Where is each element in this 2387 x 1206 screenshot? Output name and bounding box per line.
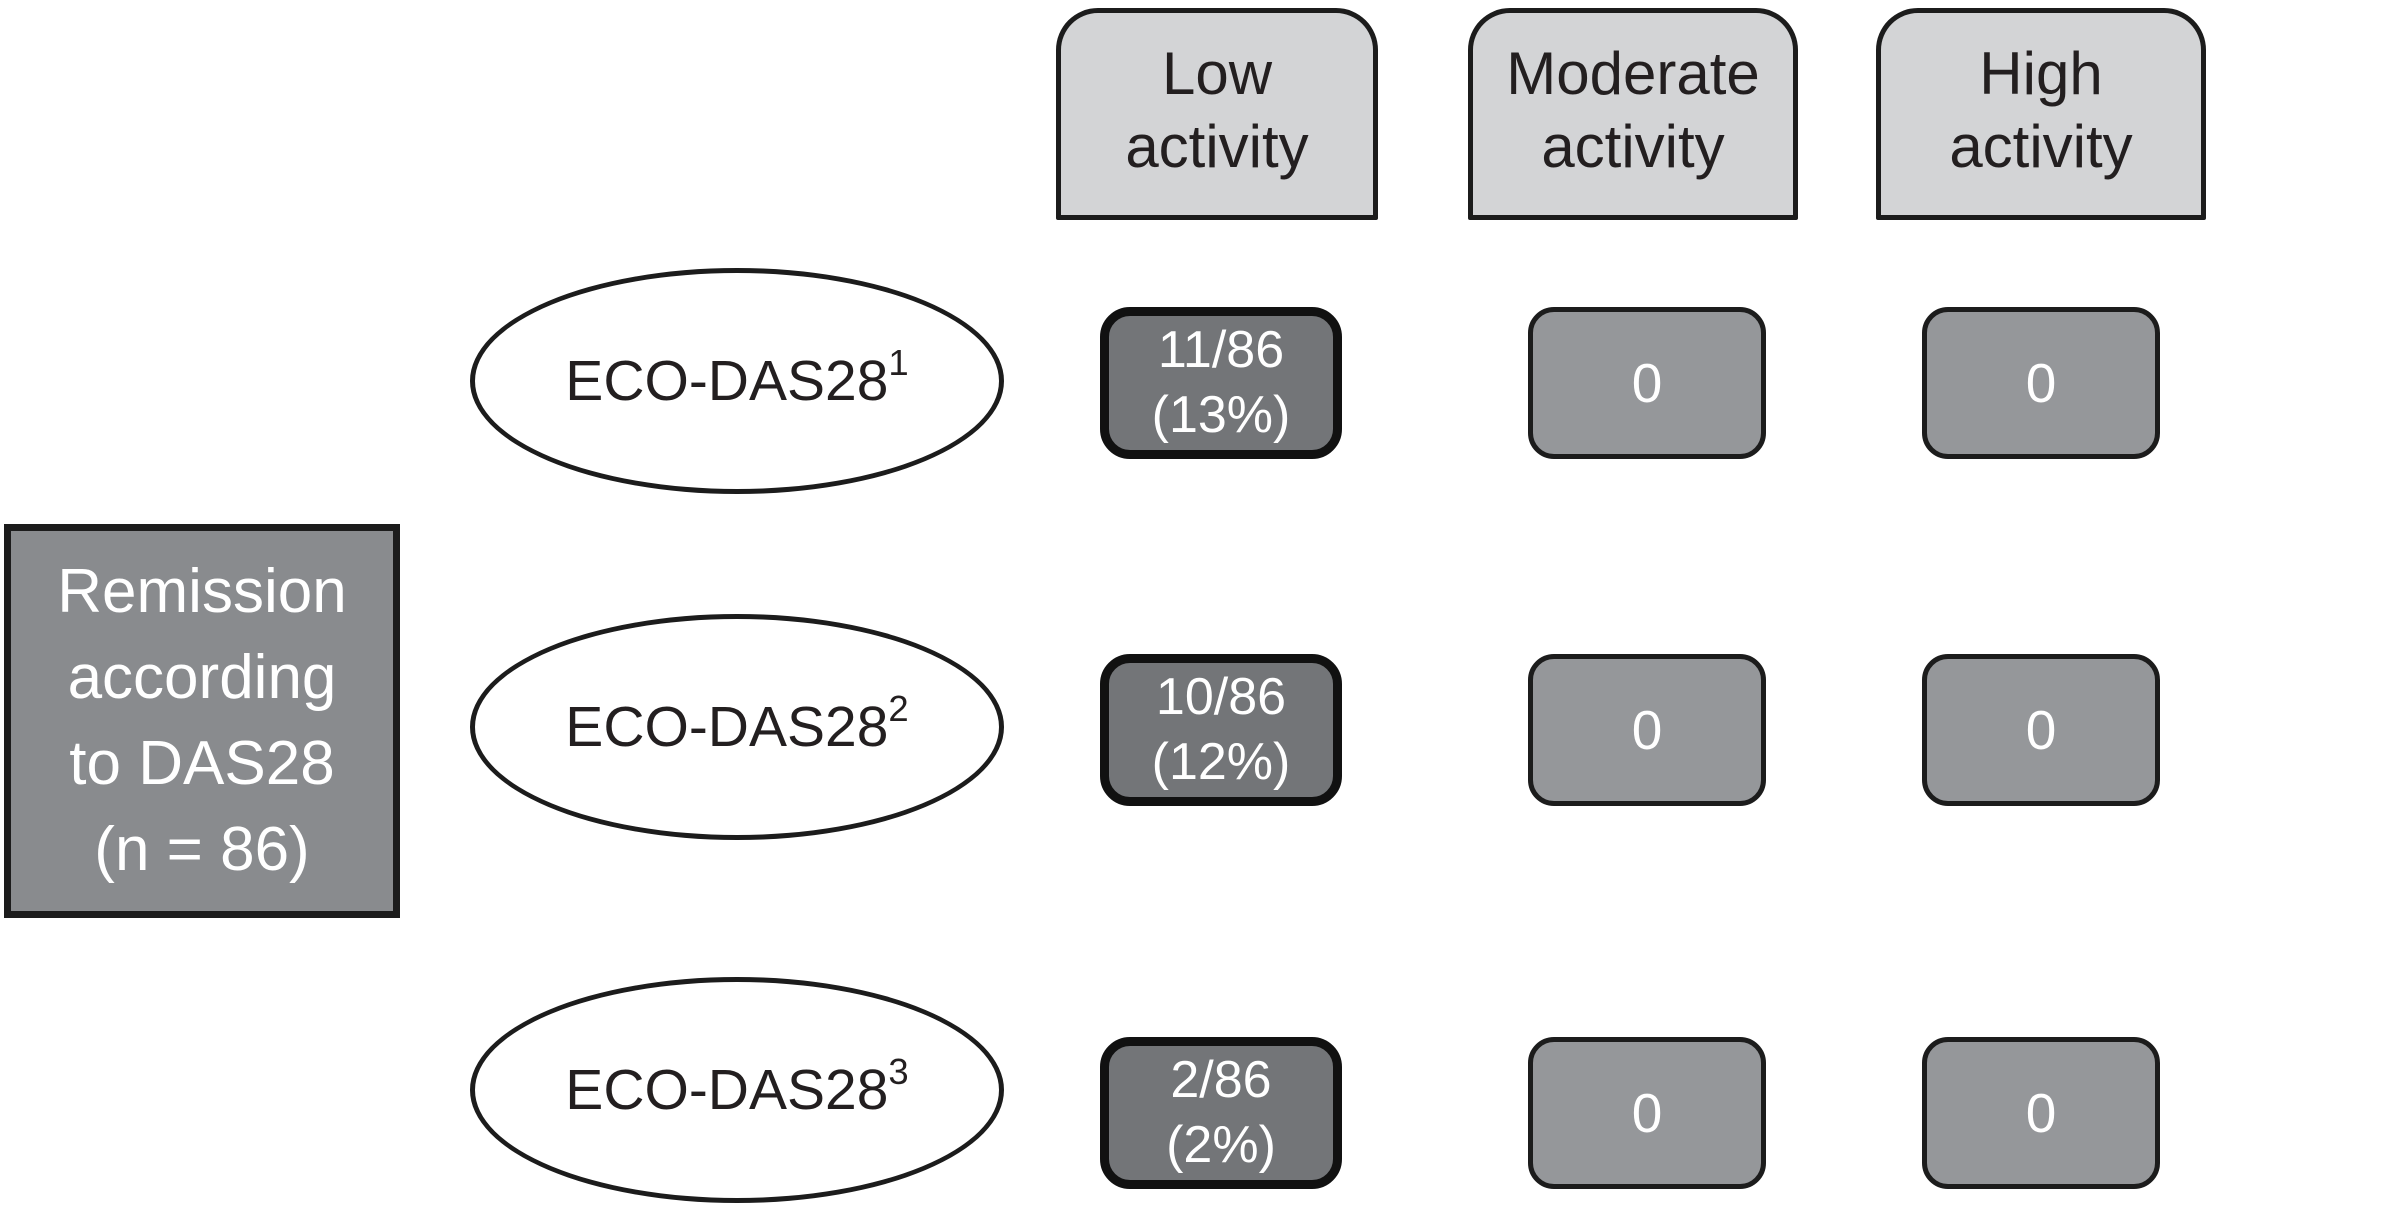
cell-value: 0 [2025,699,2057,761]
cell-line: (2%) [1166,1116,1276,1174]
cell-value: 0 [2025,352,2057,414]
cell-eco-das28-2-low-activity: 10/86 (12%) [1100,654,1342,806]
source-ellipse-eco-das28-2: ECO-DAS28 2 [470,614,1004,840]
cell-line: 11/86 [1157,321,1285,379]
row-header-line: according [67,643,337,712]
cell-eco-das28-1-high-activity: 0 [1922,307,2160,459]
cell-value: 0 [1631,352,1663,414]
cell-eco-das28-3-high-activity: 0 [1922,1037,2160,1189]
source-ellipse-eco-das28-3: ECO-DAS28 3 [470,977,1004,1203]
row-header-line: (n = 86) [94,815,310,884]
cell-eco-das28-1-moderate-activity: 0 [1528,307,1766,459]
source-label: ECO-DAS28 [565,349,889,413]
cell-line: 2/86 [1170,1051,1272,1109]
cell-eco-das28-3-low-activity: 2/86 (2%) [1100,1037,1342,1189]
cell-value: 0 [2025,1082,2057,1144]
column-header-high-activity: High activity [1876,8,2206,220]
row-header-line: to DAS28 [69,729,335,798]
column-header-moderate-activity: Moderate activity [1468,8,1798,220]
column-header-label: Low activity [1125,40,1309,180]
source-ellipse-eco-das28-1: ECO-DAS28 1 [470,268,1004,494]
column-header-low-activity: Low activity [1056,8,1378,220]
row-header-line: Remission [57,557,347,626]
cell-value: 0 [1631,1082,1663,1144]
source-label: ECO-DAS28 [565,695,889,759]
cell-line: (13%) [1151,386,1291,444]
cell-eco-das28-1-low-activity: 11/86 (13%) [1100,307,1342,459]
column-header-label: Moderate activity [1506,40,1760,180]
cell-value: 0 [1631,699,1663,761]
row-header-remission-das28: Remission according to DAS28 (n = 86) [4,524,400,918]
column-header-label: High activity [1949,40,2133,180]
cell-line: 10/86 [1155,668,1287,726]
cell-line: (12%) [1151,733,1291,791]
cell-eco-das28-2-high-activity: 0 [1922,654,2160,806]
cell-eco-das28-3-moderate-activity: 0 [1528,1037,1766,1189]
source-label: ECO-DAS28 [565,1058,889,1122]
cell-eco-das28-2-moderate-activity: 0 [1528,654,1766,806]
